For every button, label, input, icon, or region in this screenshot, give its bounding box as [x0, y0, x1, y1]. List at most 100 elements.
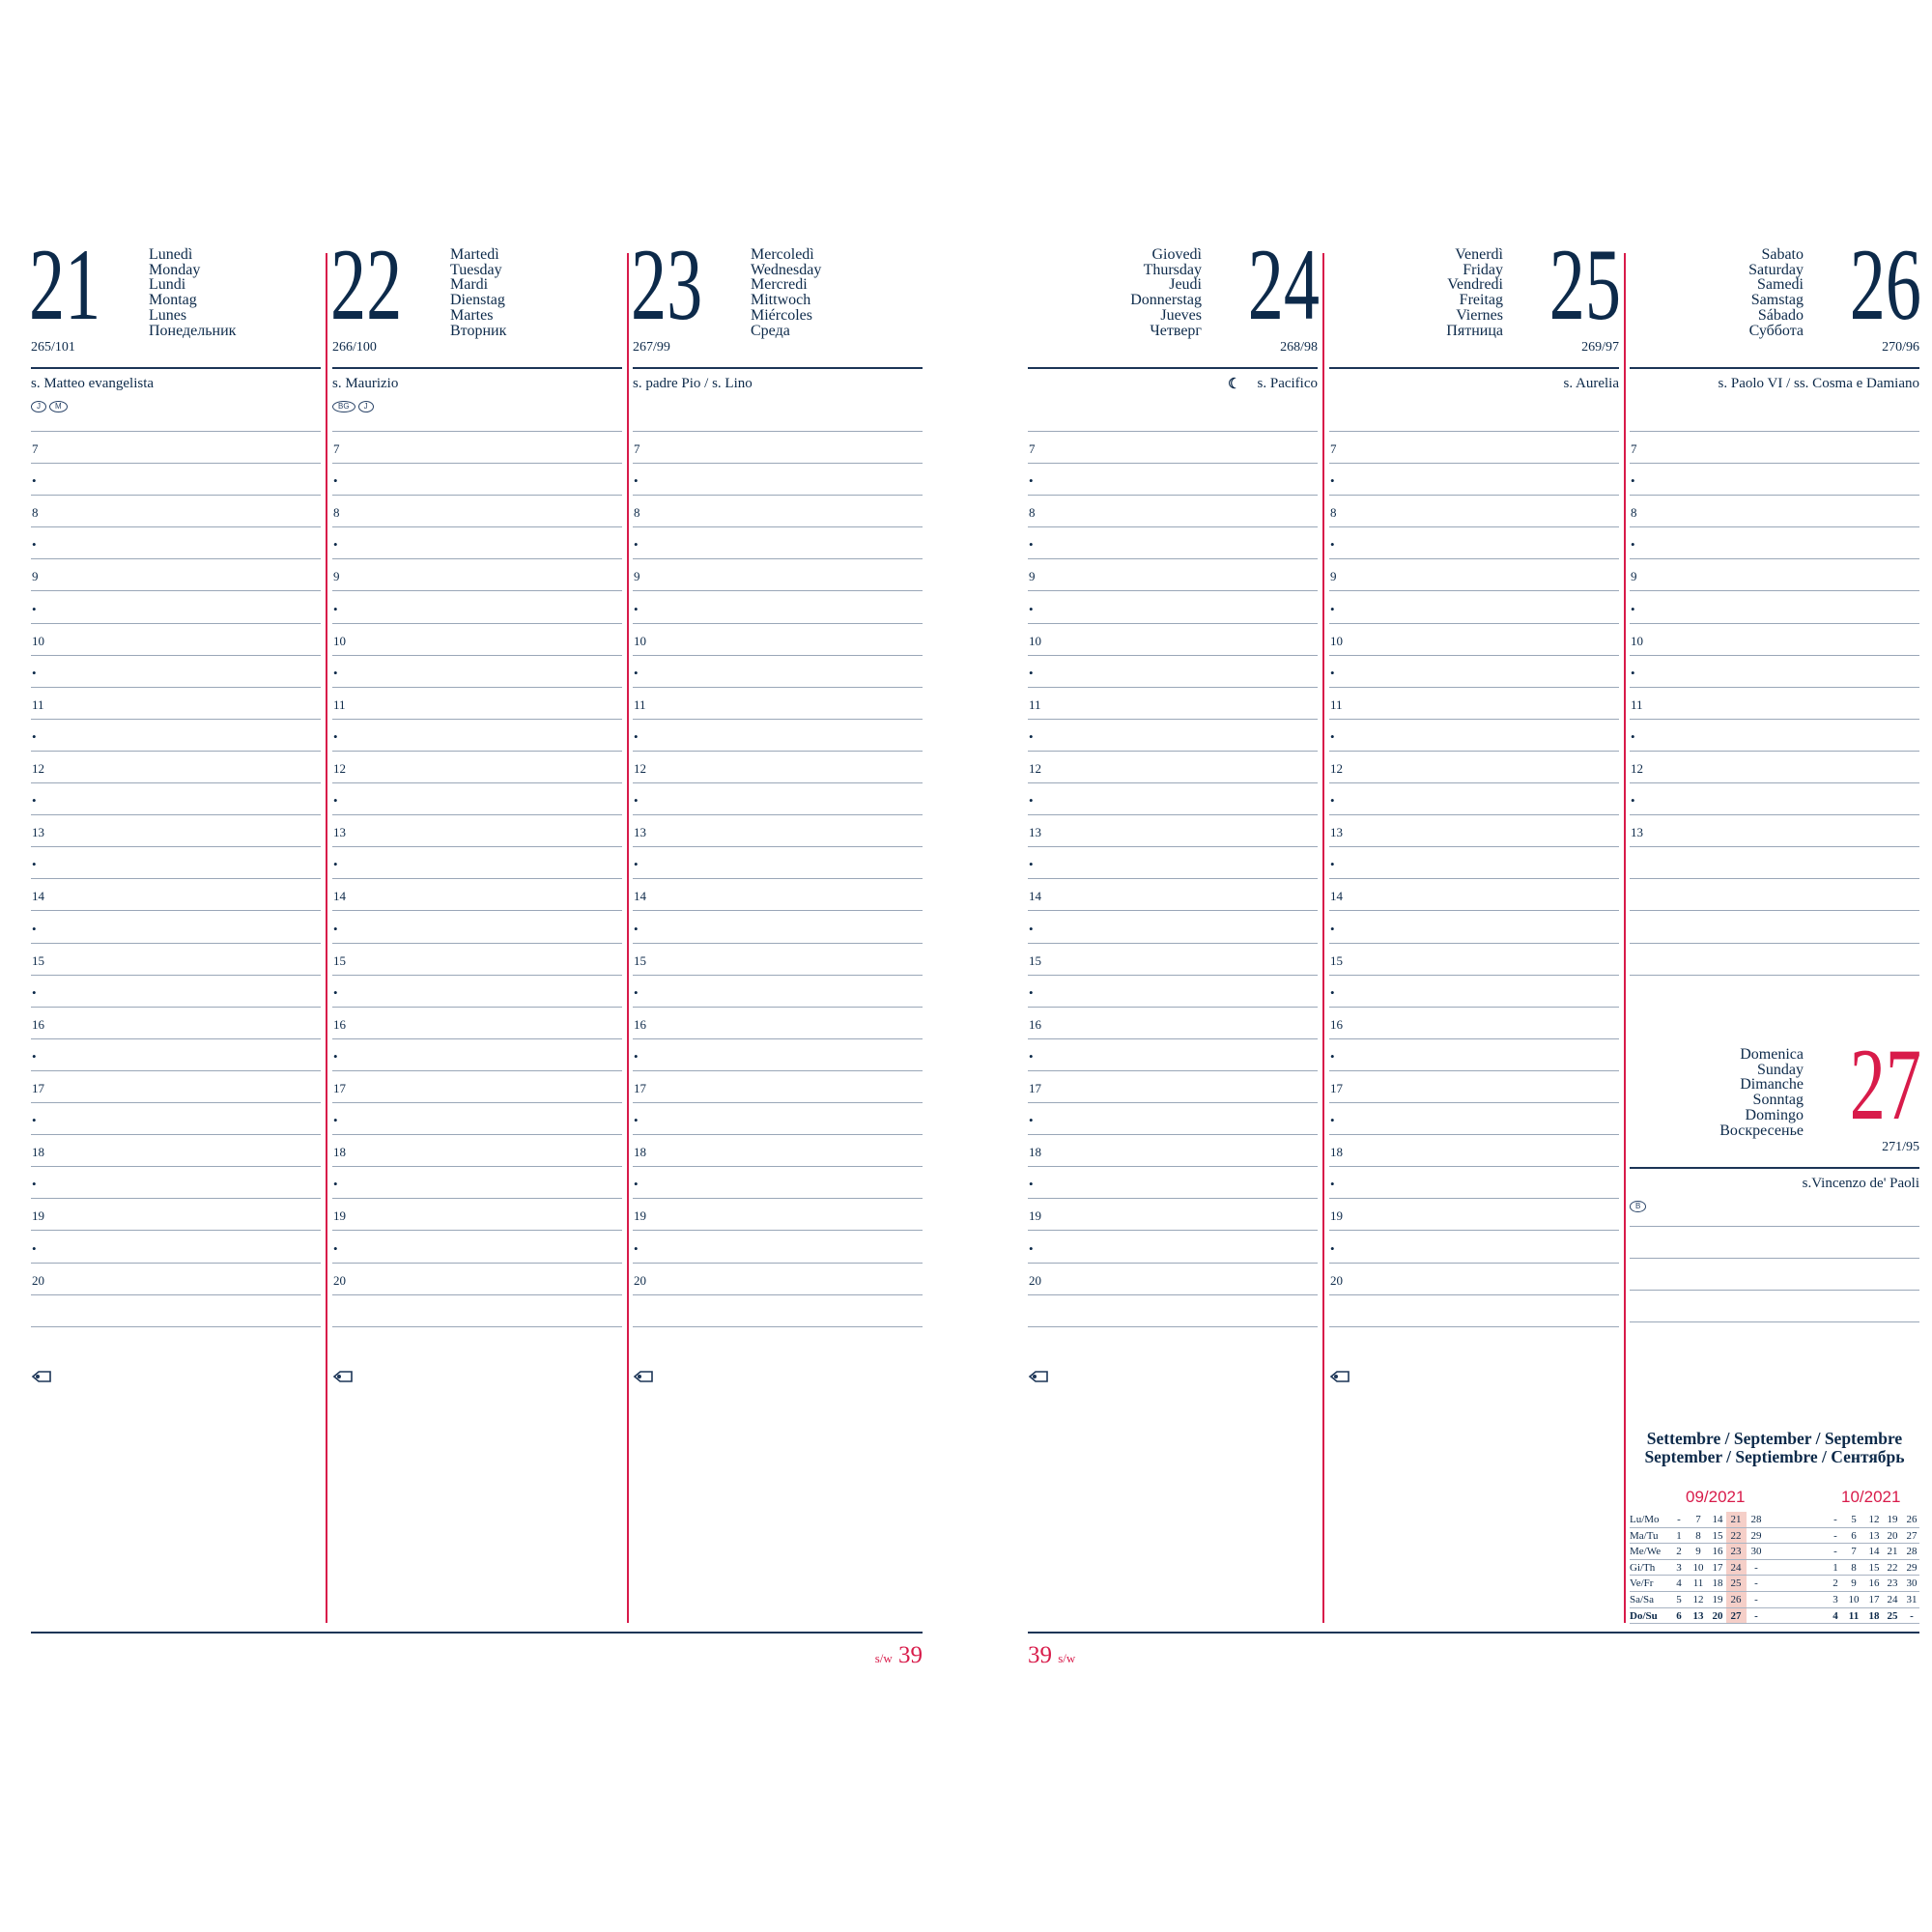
minical-day[interactable]: - — [1833, 1514, 1837, 1525]
minical-day[interactable]: 1 — [1676, 1529, 1682, 1542]
hour-row[interactable]: 16 — [332, 1008, 622, 1039]
hour-row[interactable]: 15 — [31, 944, 321, 976]
minical-day[interactable]: 21 — [1730, 1514, 1742, 1525]
hour-row[interactable]: 11 — [633, 688, 923, 720]
hour-row[interactable]: 7 — [633, 432, 923, 465]
hour-row[interactable]: 17 — [633, 1071, 923, 1104]
hour-row[interactable] — [1630, 944, 1919, 976]
hour-row[interactable]: • — [633, 720, 923, 752]
minical-day[interactable]: - — [1754, 1561, 1758, 1574]
hour-row[interactable]: 15 — [332, 944, 622, 976]
hour-row[interactable]: 7 — [1630, 432, 1919, 465]
hour-row[interactable]: • — [332, 720, 622, 752]
hour-row[interactable]: 15 — [1329, 944, 1619, 976]
minical-day[interactable]: 10 — [1692, 1561, 1704, 1574]
hour-row[interactable]: • — [31, 464, 321, 497]
minical-day[interactable]: 3 — [1676, 1561, 1682, 1574]
minical-day[interactable]: 14 — [1712, 1514, 1723, 1525]
hour-row[interactable]: 8 — [1630, 496, 1919, 528]
minical-day[interactable]: - — [1833, 1546, 1837, 1558]
hour-row[interactable]: • — [633, 1103, 923, 1136]
hour-row[interactable]: • — [31, 656, 321, 688]
hour-row[interactable]: • — [31, 527, 321, 560]
minical-day[interactable]: 28 — [1906, 1546, 1918, 1558]
hour-row[interactable]: • — [633, 976, 923, 1008]
hour-row[interactable] — [1329, 400, 1619, 432]
hour-row[interactable] — [1630, 1195, 1919, 1228]
minical-day[interactable]: 10 — [1848, 1593, 1860, 1605]
minical-day[interactable]: 30 — [1750, 1546, 1762, 1558]
hour-row[interactable]: • — [1028, 1167, 1318, 1200]
hour-row[interactable]: 9 — [31, 559, 321, 592]
hour-row[interactable]: • — [1329, 527, 1619, 560]
hour-row[interactable] — [332, 400, 622, 432]
hour-row[interactable]: • — [1329, 1167, 1619, 1200]
hour-row[interactable]: • — [633, 464, 923, 497]
hour-row[interactable]: 19 — [1329, 1199, 1619, 1232]
hour-row[interactable]: • — [633, 847, 923, 880]
hour-row[interactable]: 20 — [31, 1264, 321, 1295]
hour-row[interactable]: • — [633, 783, 923, 816]
minical-day[interactable]: 3 — [1833, 1593, 1838, 1605]
hour-row[interactable]: • — [332, 527, 622, 560]
hour-row[interactable]: • — [31, 720, 321, 752]
hour-row[interactable] — [31, 1295, 321, 1327]
hour-row[interactable]: 20 — [1329, 1264, 1619, 1295]
minical-day[interactable]: 13 — [1692, 1609, 1704, 1622]
hour-row[interactable]: • — [1329, 656, 1619, 688]
hour-row[interactable]: • — [633, 1167, 923, 1200]
minical-day[interactable]: - — [1754, 1593, 1758, 1605]
minical-day[interactable]: 5 — [1851, 1514, 1857, 1525]
hour-row[interactable]: • — [1329, 847, 1619, 880]
minical-day[interactable]: 2 — [1833, 1577, 1838, 1590]
hour-row[interactable]: • — [1028, 527, 1318, 560]
hour-row[interactable]: 9 — [1028, 559, 1318, 592]
minical-day[interactable]: 26 — [1906, 1514, 1918, 1525]
hour-row[interactable]: 13 — [332, 815, 622, 848]
minical-day[interactable]: 19 — [1712, 1593, 1723, 1605]
hour-row[interactable]: 13 — [1329, 815, 1619, 848]
minical-day[interactable]: 7 — [1851, 1546, 1857, 1558]
minical-day[interactable]: 22 — [1887, 1561, 1898, 1574]
hour-row[interactable]: • — [1028, 1103, 1318, 1136]
hour-row[interactable]: 20 — [1028, 1264, 1318, 1295]
bookmark-tag-icon[interactable] — [1329, 1370, 1350, 1383]
minical-day[interactable]: 27 — [1730, 1609, 1742, 1622]
minical-day[interactable]: 12 — [1692, 1593, 1704, 1605]
hour-row[interactable]: • — [1028, 847, 1318, 880]
bookmark-tag-icon[interactable] — [31, 1370, 52, 1383]
hour-row[interactable]: 10 — [31, 624, 321, 656]
hour-row[interactable]: • — [1329, 1232, 1619, 1264]
bookmark-tag-icon[interactable] — [1028, 1370, 1049, 1383]
hour-row[interactable]: 10 — [1028, 624, 1318, 656]
hour-row[interactable]: 17 — [1028, 1071, 1318, 1104]
minical-day[interactable]: 9 — [1851, 1577, 1857, 1590]
hour-row[interactable]: 7 — [31, 432, 321, 465]
hour-row[interactable]: • — [31, 976, 321, 1008]
hour-row[interactable]: • — [332, 1167, 622, 1200]
hour-row[interactable]: 14 — [332, 879, 622, 912]
minical-day[interactable]: 15 — [1868, 1561, 1880, 1574]
hour-row[interactable]: • — [1630, 656, 1919, 688]
hour-row[interactable]: • — [1028, 1232, 1318, 1264]
minical-day[interactable]: 18 — [1712, 1577, 1723, 1590]
hour-row[interactable]: 14 — [31, 879, 321, 912]
hour-row[interactable]: • — [31, 1039, 321, 1071]
minical-day[interactable]: 8 — [1695, 1529, 1701, 1542]
hour-row[interactable]: 11 — [1630, 688, 1919, 720]
hour-row[interactable]: 9 — [1630, 559, 1919, 592]
hour-row[interactable]: • — [332, 783, 622, 816]
minical-day[interactable]: 16 — [1868, 1577, 1880, 1590]
hour-row[interactable]: • — [1028, 464, 1318, 497]
minical-day[interactable]: 27 — [1906, 1529, 1918, 1542]
hour-row[interactable] — [633, 1295, 923, 1327]
hour-row[interactable]: 16 — [31, 1008, 321, 1039]
hour-row[interactable] — [1630, 1291, 1919, 1323]
hour-row[interactable]: 20 — [332, 1264, 622, 1295]
hour-row[interactable]: 19 — [31, 1199, 321, 1232]
hour-row[interactable]: 16 — [1329, 1008, 1619, 1039]
hour-row[interactable]: 15 — [1028, 944, 1318, 976]
hour-row[interactable]: • — [31, 912, 321, 944]
hour-row[interactable]: • — [633, 527, 923, 560]
hour-row[interactable]: 16 — [1028, 1008, 1318, 1039]
